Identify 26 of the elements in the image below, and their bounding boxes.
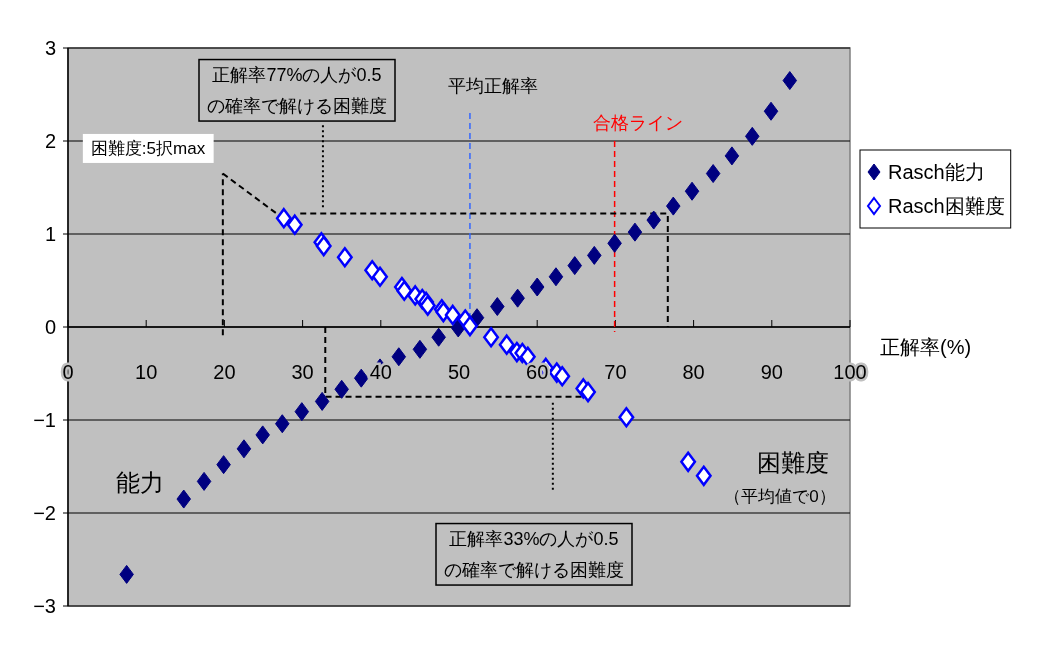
x-tick-label: 90 — [760, 361, 783, 383]
x-tick-label: 50 — [447, 361, 471, 383]
y-tick-label: 1 — [44, 223, 56, 245]
y-tick-label: −2 — [33, 502, 56, 524]
annotation: 正解率33%の人が0.5 の確率で解ける困難度 — [444, 528, 624, 581]
x-tick-label: 20 — [213, 361, 236, 383]
annotation: 困難度 — [757, 449, 829, 477]
x-tick-label: 100 — [833, 361, 867, 383]
ref-line-label: 合格ライン — [592, 113, 683, 134]
x-axis-title: 正解率(%) — [880, 336, 972, 358]
y-tick-label: 3 — [44, 37, 56, 59]
x-tick-label: 80 — [682, 361, 705, 383]
x-tick-label: 30 — [291, 361, 314, 383]
y-tick-label: −1 — [33, 409, 56, 431]
annotation: 困難度:5択max — [90, 138, 206, 158]
legend-label: Rasch困難度 — [888, 195, 1005, 217]
annotation: （平均値で0） — [724, 486, 836, 506]
y-tick-label: 2 — [44, 130, 56, 152]
y-tick-label: −3 — [33, 595, 56, 617]
ref-line-label: 平均正解率 — [447, 76, 538, 97]
legend-label: Rasch能力 — [888, 161, 985, 183]
y-tick-label: 0 — [44, 316, 56, 338]
x-tick-label: 70 — [604, 361, 627, 383]
annotation: 正解率77%の人が0.5 の確率で解ける困難度 — [207, 64, 387, 117]
annotation: 能力 — [116, 469, 164, 497]
x-tick-label: 10 — [135, 361, 158, 383]
